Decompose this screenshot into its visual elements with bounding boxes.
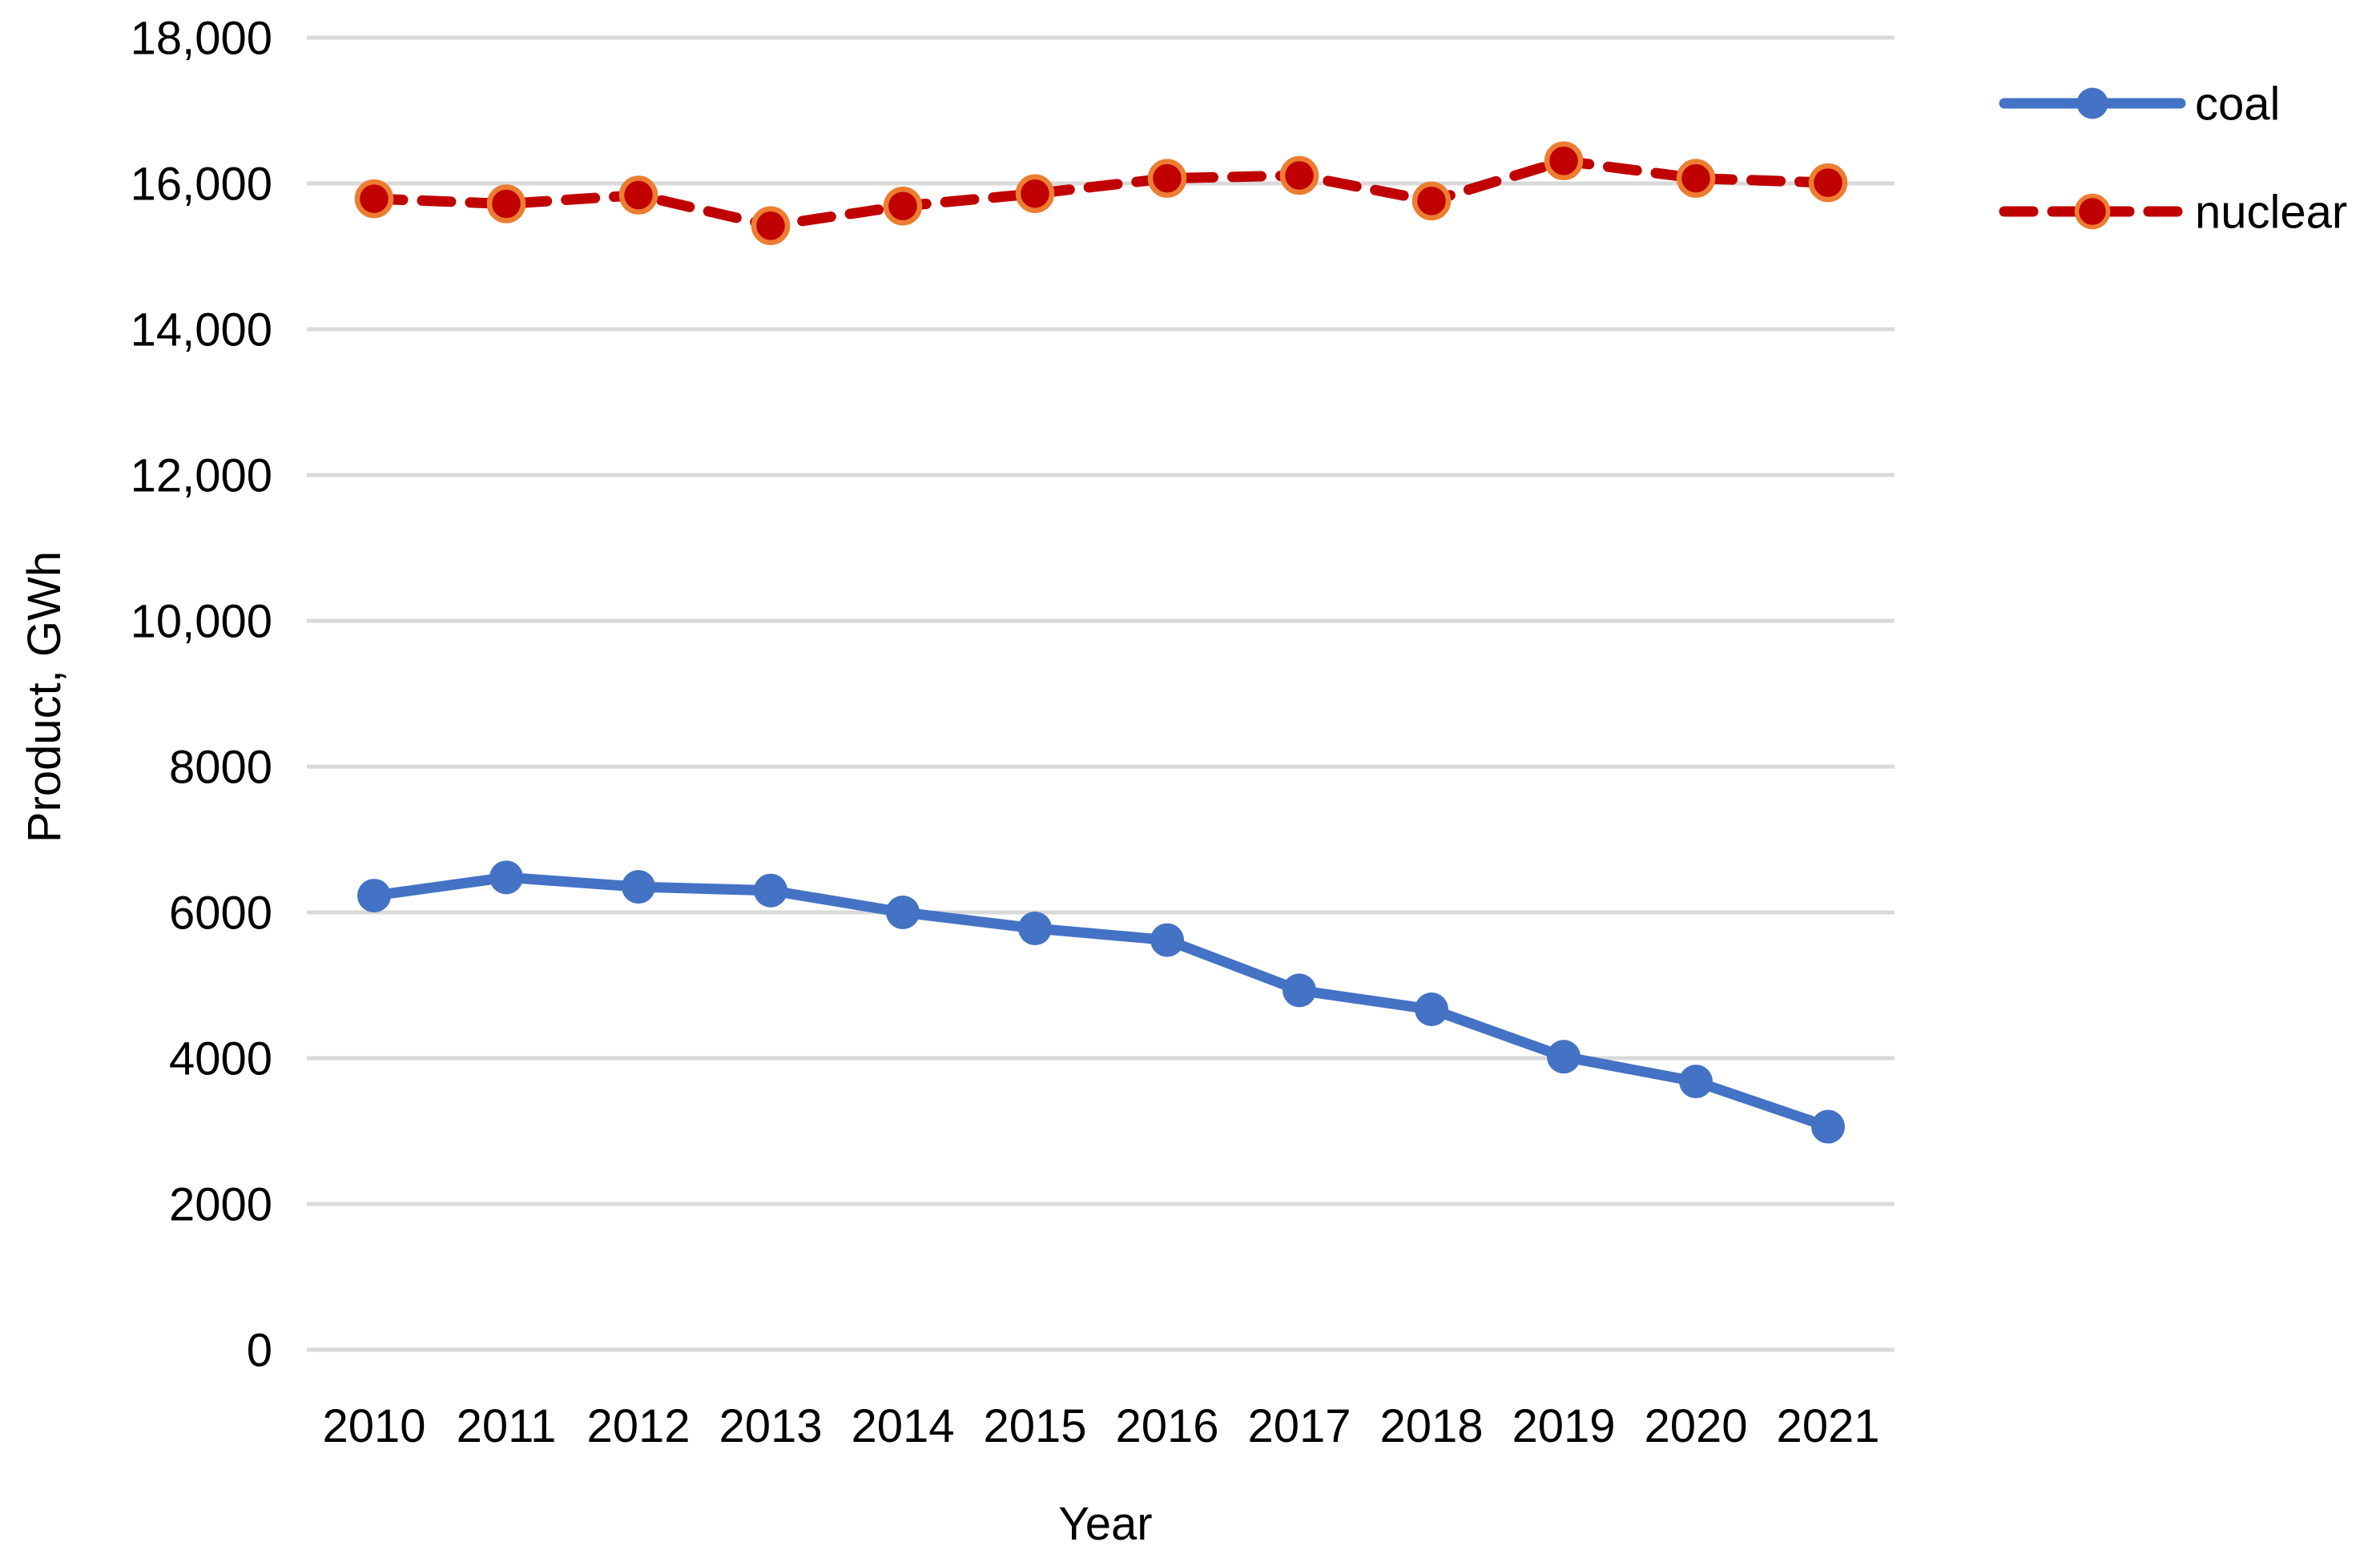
x-tick-label: 2017 xyxy=(1247,1400,1351,1452)
y-tick-label: 14,000 xyxy=(131,304,272,356)
y-tick-label: 18,000 xyxy=(131,12,272,64)
nuclear-data-point xyxy=(486,184,526,223)
x-tick-label: 2021 xyxy=(1776,1400,1879,1452)
series-coal xyxy=(357,860,1845,1144)
nuclear-data-point xyxy=(1279,155,1319,195)
x-tick-label: 2013 xyxy=(719,1400,822,1452)
nuclear-data-point xyxy=(618,175,658,215)
nuclear-data-point xyxy=(1411,181,1452,221)
nuclear-data-point xyxy=(1147,159,1187,198)
x-axis-tick-labels: 2010 2011 2012 2013 2014 2015 2016 2017 2018 2019… xyxy=(322,1400,1879,1452)
nuclear-data-point xyxy=(1808,163,1848,203)
y-tick-label: 12,000 xyxy=(131,449,272,501)
y-tick-label: 8000 xyxy=(169,741,272,793)
nuclear-data-point xyxy=(1676,159,1716,198)
coal-data-point xyxy=(1283,973,1316,1008)
coal-data-point xyxy=(754,873,787,908)
nuclear-data-point xyxy=(883,186,923,226)
legend-item-coal: coal xyxy=(1999,78,2280,130)
y-tick-label: 2000 xyxy=(169,1178,272,1230)
legend-label: nuclear xyxy=(2195,186,2347,238)
nuclear-line xyxy=(368,155,1834,231)
legend-label: coal xyxy=(2195,78,2280,130)
legend-marker-nuclear xyxy=(2074,193,2111,230)
coal-data-point xyxy=(1811,1109,1845,1144)
x-tick-label: 2019 xyxy=(1512,1400,1615,1452)
nuclear-data-point xyxy=(751,206,791,246)
legend-item-nuclear: nuclear xyxy=(1999,186,2347,238)
y-axis-tick-labels: 0 2000 4000 6000 8000 10,000 12,000 14,000 16,00… xyxy=(131,12,272,1376)
x-tick-label: 2020 xyxy=(1644,1400,1747,1452)
y-tick-label: 0 xyxy=(247,1324,272,1376)
x-tick-label: 2011 xyxy=(457,1400,557,1452)
coal-data-point xyxy=(1018,912,1052,946)
coal-line xyxy=(368,872,1834,1133)
y-tick-label: 10,000 xyxy=(131,595,272,647)
x-tick-label: 2018 xyxy=(1379,1400,1483,1452)
x-tick-label: 2015 xyxy=(983,1400,1086,1452)
x-tick-label: 2010 xyxy=(322,1400,425,1452)
x-tick-label: 2016 xyxy=(1115,1400,1218,1452)
nuclear-data-point xyxy=(1544,141,1584,181)
series-nuclear xyxy=(354,141,1848,246)
data-series xyxy=(354,141,1848,1144)
coal-data-point xyxy=(1679,1065,1713,1099)
x-tick-label: 2014 xyxy=(851,1400,954,1452)
y-tick-label: 16,000 xyxy=(131,158,272,210)
nuclear-data-point xyxy=(354,179,394,219)
coal-data-point xyxy=(886,896,920,929)
legend-marker-coal xyxy=(2076,87,2108,119)
coal-data-point xyxy=(1547,1040,1581,1074)
x-axis-title: Year xyxy=(1058,1498,1152,1550)
y-tick-label: 6000 xyxy=(169,887,272,939)
coal-data-point xyxy=(489,860,523,895)
y-tick-label: 4000 xyxy=(169,1033,272,1085)
y-axis-title: Product, GWh xyxy=(18,551,70,843)
nuclear-data-point xyxy=(1015,174,1055,213)
coal-data-point xyxy=(622,870,655,904)
coal-data-point xyxy=(357,879,391,913)
legend: coal nuclear xyxy=(1999,78,2347,238)
coal-data-point xyxy=(1415,992,1448,1027)
coal-data-point xyxy=(1150,923,1184,957)
x-tick-label: 2012 xyxy=(586,1400,690,1452)
